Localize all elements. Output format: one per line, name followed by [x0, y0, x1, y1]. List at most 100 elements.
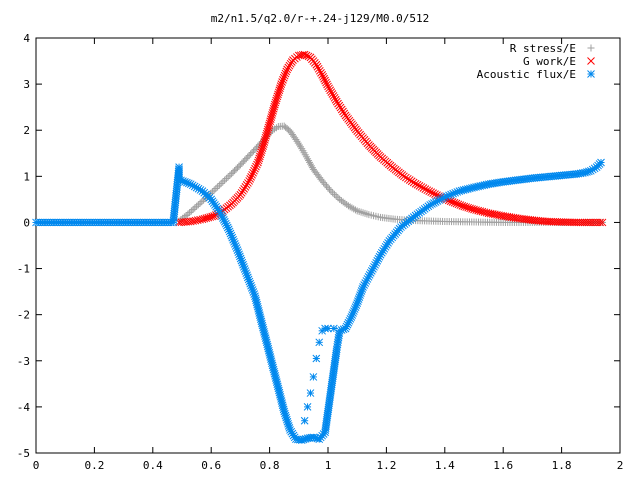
- data-point: [274, 88, 283, 97]
- data-point: [251, 145, 259, 153]
- data-point: [409, 178, 418, 187]
- data-point: [411, 179, 420, 188]
- data-point: [250, 166, 258, 175]
- data-point: [241, 156, 249, 164]
- data-point: [200, 196, 208, 204]
- data-point: [407, 177, 416, 186]
- data-point: [328, 90, 337, 98]
- legend-marker: [587, 70, 595, 78]
- data-point: [231, 167, 239, 175]
- data-point: [307, 162, 315, 170]
- chart-title: m2/n1.5/q2.0/r-+.24-j129/M0.0/512: [211, 12, 430, 25]
- series-2: [175, 50, 607, 227]
- data-point: [321, 76, 329, 85]
- data-point: [597, 158, 605, 167]
- data-point: [226, 171, 234, 179]
- data-point: [361, 209, 369, 217]
- data-point: [279, 73, 288, 82]
- data-point: [245, 152, 253, 160]
- data-point: [193, 202, 201, 210]
- data-point: [315, 66, 324, 75]
- x-tick-label: 0.2: [84, 459, 104, 472]
- data-point: [336, 195, 344, 203]
- x-tick-label: 1.4: [435, 459, 455, 472]
- data-point: [323, 80, 331, 89]
- data-point: [318, 177, 326, 185]
- data-point: [330, 93, 339, 102]
- data-point: [254, 156, 263, 165]
- data-point: [186, 209, 194, 217]
- data-point: [325, 185, 333, 193]
- data-point: [187, 207, 195, 215]
- data-point: [272, 94, 281, 103]
- data-point: [276, 82, 285, 91]
- x-tick-label: 1: [325, 459, 332, 472]
- data-point: [350, 205, 358, 213]
- data-point: [415, 182, 424, 190]
- data-point: [273, 92, 282, 101]
- data-point: [324, 184, 332, 192]
- data-point: [258, 144, 267, 153]
- data-point: [238, 159, 246, 167]
- data-point: [348, 204, 356, 212]
- data-point: [315, 338, 324, 347]
- data-point: [303, 403, 312, 411]
- data-point: [242, 155, 250, 163]
- data-point: [419, 184, 428, 192]
- data-point: [340, 109, 349, 118]
- data-point: [274, 90, 282, 99]
- data-point: [240, 184, 249, 193]
- data-point: [313, 62, 322, 71]
- data-point: [229, 168, 237, 176]
- data-point: [327, 88, 336, 96]
- series-layer: [32, 50, 607, 444]
- data-point: [224, 173, 232, 181]
- data-point: [237, 188, 246, 197]
- data-point: [217, 180, 225, 188]
- data-point: [257, 148, 266, 157]
- data-point: [242, 181, 251, 189]
- data-point: [252, 144, 260, 152]
- data-point: [253, 160, 261, 169]
- data-point: [452, 199, 461, 208]
- data-point: [280, 71, 289, 80]
- y-tick-label: 0: [23, 216, 30, 229]
- legend-label: Acoustic flux/E: [477, 68, 576, 81]
- data-point: [429, 189, 437, 198]
- data-point: [198, 198, 206, 206]
- data-point: [300, 50, 309, 59]
- data-point: [278, 78, 286, 86]
- data-point: [300, 416, 309, 425]
- data-point: [194, 201, 202, 209]
- x-tick-label: 2: [617, 459, 624, 472]
- data-point: [363, 210, 371, 218]
- x-tick-label: 1.2: [376, 459, 396, 472]
- y-tick-label: 2: [23, 124, 30, 137]
- data-point: [402, 173, 410, 182]
- data-point: [189, 217, 197, 225]
- y-tick-label: 3: [23, 78, 30, 91]
- data-point: [332, 97, 341, 106]
- data-point: [332, 192, 340, 200]
- y-tick-label: -4: [17, 401, 31, 414]
- data-point: [239, 186, 247, 195]
- data-point: [219, 178, 227, 186]
- data-point: [232, 165, 240, 173]
- data-point: [279, 76, 287, 84]
- data-point: [247, 150, 255, 158]
- data-point: [182, 212, 190, 220]
- data-point: [186, 217, 195, 226]
- data-point: [343, 201, 351, 209]
- data-point: [330, 190, 338, 198]
- data-point: [233, 164, 241, 172]
- data-point: [324, 82, 332, 91]
- data-point: [421, 185, 430, 193]
- data-point: [339, 107, 347, 116]
- data-point: [312, 60, 321, 69]
- data-point: [247, 172, 255, 181]
- data-point: [446, 197, 455, 206]
- data-point: [236, 161, 244, 169]
- data-point: [184, 210, 192, 218]
